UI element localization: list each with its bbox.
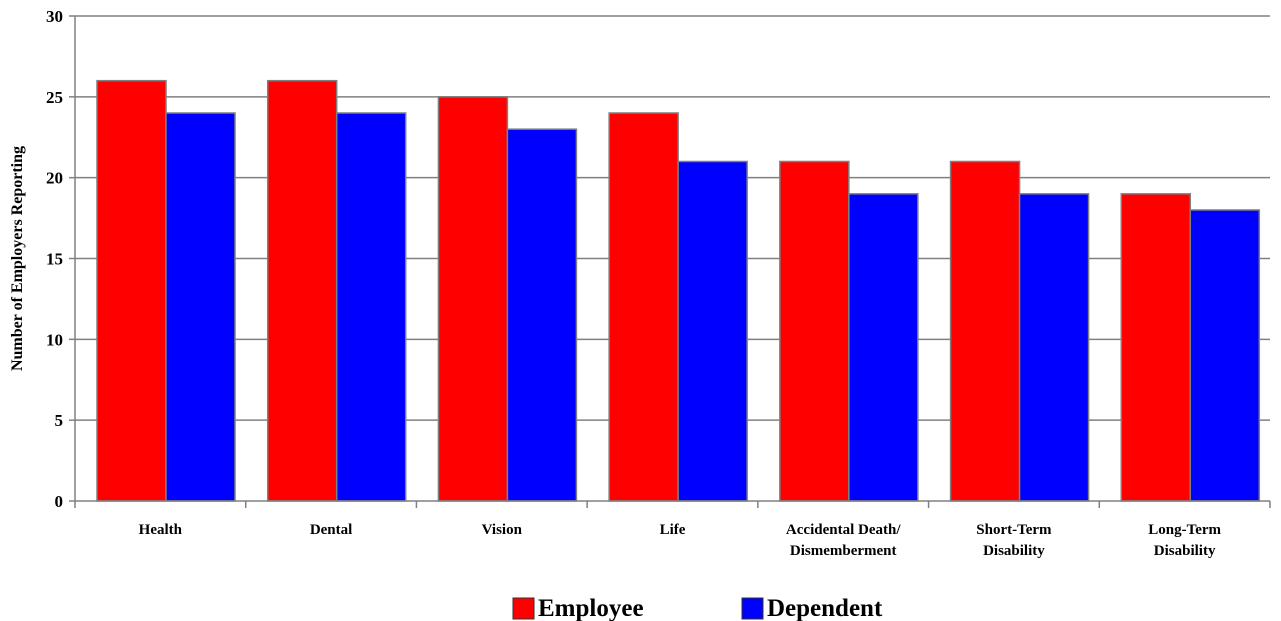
x-tick-label: Long-Term Disability	[1148, 522, 1221, 559]
legend-label: Employee	[538, 595, 644, 621]
bar-employee	[1120, 193, 1192, 502]
bar-dependent	[165, 112, 236, 502]
bars	[96, 79, 1261, 502]
y-tick-label: 25	[46, 88, 63, 107]
legend-swatch	[512, 597, 535, 620]
x-tick-label: Vision	[482, 522, 523, 538]
y-tick-label: 20	[46, 169, 63, 188]
bar-employee	[96, 79, 167, 502]
y-axis-title: Number of Employers Reporting	[9, 146, 26, 371]
bar-employee	[437, 96, 509, 502]
y-tick-label: 10	[46, 330, 63, 349]
bar-employee	[949, 160, 1021, 502]
bar-dependent	[1189, 209, 1261, 502]
bar-employee	[608, 112, 679, 502]
x-tick-label: Short-Term Disability	[976, 522, 1052, 559]
labels: 0 5 10 15 20 25 30 Health Dental Vision Life Accide…	[9, 7, 1222, 559]
y-tick-label: 30	[46, 7, 63, 26]
bar-employee	[779, 160, 850, 502]
bar-dependent	[848, 193, 919, 502]
bar-dependent	[1018, 193, 1090, 502]
bar-dependent	[677, 160, 748, 502]
y-tick-label: 15	[46, 250, 63, 269]
bar-dependent	[506, 128, 578, 502]
legend: Employee Dependent	[512, 595, 883, 621]
axes	[69, 15, 1271, 508]
x-tick-label: Accidental Death/Dismemberment	[786, 522, 901, 559]
x-tick-label: Health	[139, 522, 183, 538]
y-tick-label: 0	[55, 492, 64, 511]
x-tick-label: Dental	[310, 522, 353, 538]
bar-employee	[266, 79, 338, 502]
y-tick-label: 5	[55, 411, 64, 430]
legend-label: Dependent	[767, 595, 883, 621]
legend-swatch	[741, 597, 764, 620]
bar-dependent	[335, 112, 407, 502]
x-tick-label: Life	[660, 522, 686, 538]
